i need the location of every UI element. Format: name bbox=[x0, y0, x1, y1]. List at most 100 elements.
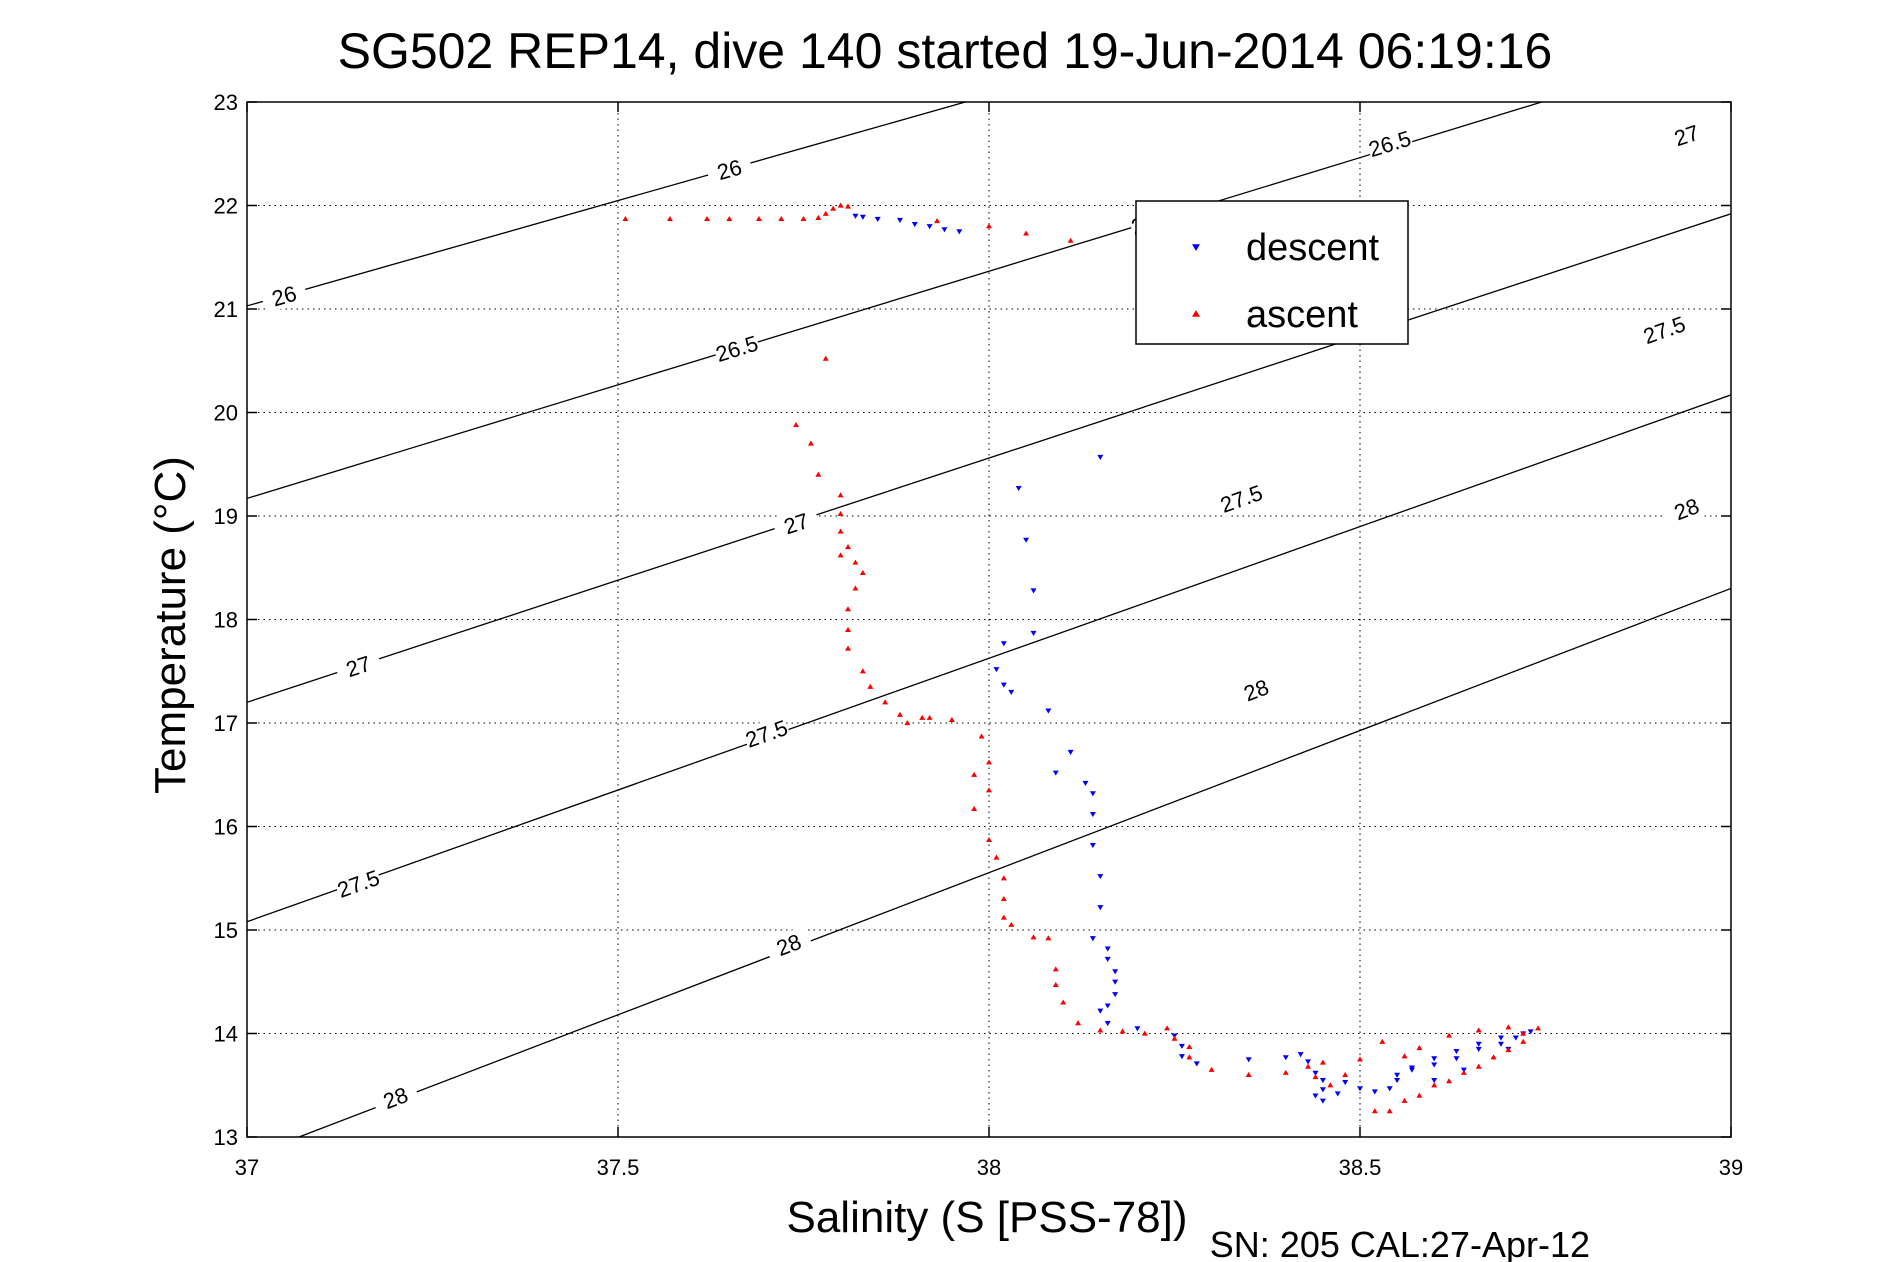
ascent-point bbox=[1000, 895, 1007, 902]
descent-point bbox=[1193, 1061, 1200, 1067]
descent-point bbox=[1319, 1098, 1326, 1104]
y-tick-label: 18 bbox=[214, 608, 238, 633]
ascent-point bbox=[1416, 1044, 1423, 1051]
ascent-point bbox=[1245, 1071, 1252, 1077]
descent-point bbox=[926, 224, 933, 230]
descent-point bbox=[1319, 1087, 1326, 1093]
descent-point bbox=[1178, 1043, 1185, 1049]
legend-descent-label: descent bbox=[1246, 227, 1380, 269]
descent-point bbox=[1408, 1067, 1415, 1073]
ascent-point bbox=[1520, 1030, 1527, 1036]
ascent-point bbox=[793, 421, 800, 428]
y-tick-label: 21 bbox=[214, 297, 238, 322]
ascent-point bbox=[986, 759, 992, 765]
descent-point bbox=[1431, 1077, 1438, 1084]
x-tick-label: 38 bbox=[977, 1155, 1001, 1180]
ascent-point bbox=[1164, 1025, 1171, 1031]
y-tick-label: 20 bbox=[214, 401, 238, 426]
ascent-point bbox=[1446, 1032, 1453, 1038]
descent-point bbox=[1527, 1029, 1534, 1035]
ascent-point bbox=[1186, 1054, 1193, 1060]
contour-label-bg bbox=[741, 714, 792, 753]
descent-point bbox=[1312, 1093, 1319, 1099]
contour-label-group: 27.5 bbox=[1216, 479, 1267, 518]
ascent-point bbox=[1357, 1056, 1363, 1062]
ascent-point bbox=[1097, 1027, 1104, 1033]
x-tick-label: 39 bbox=[1719, 1155, 1743, 1180]
ascent-point bbox=[1401, 1097, 1408, 1103]
ascent-point bbox=[1045, 935, 1052, 941]
contour-label-bg bbox=[712, 330, 762, 367]
ascent-point bbox=[1141, 1030, 1148, 1036]
descent-point bbox=[1008, 689, 1015, 695]
contour-label-bg bbox=[763, 925, 814, 964]
x-tick-label: 38.5 bbox=[1339, 1155, 1382, 1180]
contour-label-bg bbox=[333, 647, 383, 685]
ascent-point bbox=[1535, 1025, 1542, 1031]
y-axis-ticks: 13 14 15 16 17 18 19 20 21 22 23 bbox=[214, 90, 1731, 1150]
ascent-point bbox=[837, 552, 844, 558]
ascent-point bbox=[1008, 921, 1015, 927]
descent-point bbox=[1112, 992, 1119, 998]
descent-point bbox=[1357, 1086, 1363, 1092]
ascent-point bbox=[882, 699, 889, 705]
descent-point bbox=[1052, 770, 1059, 776]
ascent-point bbox=[1208, 1066, 1215, 1072]
ascent-point bbox=[837, 528, 844, 534]
descent-point bbox=[896, 217, 903, 223]
ascent-point bbox=[986, 836, 992, 843]
descent-point bbox=[1475, 1046, 1482, 1053]
ascent-series bbox=[622, 202, 1542, 1114]
descent-point bbox=[1431, 1062, 1438, 1068]
ascent-point bbox=[1067, 237, 1074, 243]
descent-point bbox=[1104, 1003, 1111, 1009]
ascent-point bbox=[896, 711, 903, 717]
ascent-point bbox=[1505, 1047, 1512, 1053]
ascent-point bbox=[926, 714, 933, 720]
ascent-point bbox=[845, 606, 852, 612]
descent-point bbox=[1134, 1026, 1141, 1032]
descent-point bbox=[956, 229, 963, 235]
descent-point bbox=[852, 213, 859, 219]
ascent-point bbox=[1030, 934, 1037, 940]
descent-point bbox=[1089, 936, 1096, 942]
descent-point bbox=[1475, 1041, 1482, 1047]
ascent-point bbox=[1171, 1035, 1178, 1041]
descent-point bbox=[1015, 485, 1022, 492]
isopycnal-28 bbox=[298, 587, 1731, 1137]
legend-descent-marker bbox=[1192, 244, 1200, 251]
descent-point bbox=[1386, 1086, 1393, 1092]
ascent-point bbox=[845, 203, 852, 209]
descent-point bbox=[1045, 708, 1052, 714]
descent-point bbox=[1394, 1077, 1401, 1084]
ascent-point bbox=[1052, 981, 1059, 987]
ascent-point bbox=[1282, 1069, 1289, 1075]
ascent-point bbox=[859, 569, 866, 576]
ascent-point bbox=[622, 215, 629, 222]
ascent-point bbox=[852, 585, 859, 591]
y-tick-label: 16 bbox=[214, 815, 238, 840]
descent-point bbox=[1371, 1089, 1378, 1095]
descent-point bbox=[1342, 1080, 1349, 1086]
legend-box bbox=[1135, 200, 1409, 345]
descent-point bbox=[874, 216, 881, 222]
descent-point bbox=[1178, 1054, 1185, 1060]
legend-ascent-label: ascent bbox=[1246, 294, 1358, 336]
ascent-point bbox=[800, 215, 807, 222]
ascent-point bbox=[1319, 1059, 1326, 1065]
ascent-point bbox=[830, 205, 837, 211]
chart-title: SG502 REP14, dive 140 started 19-Jun-201… bbox=[338, 23, 1553, 79]
legend: descent ascent bbox=[1135, 200, 1409, 345]
descent-point bbox=[1089, 791, 1096, 797]
ascent-point bbox=[1000, 914, 1007, 920]
descent-point bbox=[1319, 1077, 1326, 1084]
y-axis-label: Temperature (°C) bbox=[146, 456, 195, 794]
ascent-point bbox=[1075, 1020, 1082, 1026]
contour-label-bg bbox=[370, 1078, 421, 1117]
descent-point bbox=[1023, 537, 1030, 543]
contour-label-bg bbox=[771, 504, 821, 542]
ascent-point bbox=[1060, 999, 1067, 1005]
ascent-point bbox=[986, 787, 992, 793]
ascent-point bbox=[971, 771, 978, 777]
ascent-point bbox=[986, 223, 992, 229]
